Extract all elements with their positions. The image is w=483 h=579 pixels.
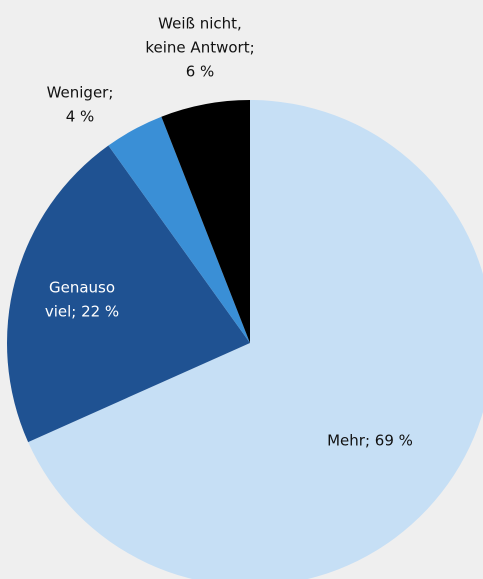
data-label: Weniger; 4 % xyxy=(47,84,114,126)
data-label-line: keine Antwort; xyxy=(145,39,254,57)
data-label-line: 6 % xyxy=(186,63,215,81)
data-label-line: Mehr; 69 % xyxy=(327,432,413,450)
pie-slice xyxy=(6,145,250,443)
data-label-line: Genauso xyxy=(49,279,115,297)
data-label-line: 4 % xyxy=(66,108,95,126)
pie-slice xyxy=(161,100,250,343)
data-label-line: Weiß nicht, xyxy=(158,15,242,33)
data-label-line: viel; 22 % xyxy=(45,303,119,321)
pie-slice xyxy=(108,116,251,343)
data-label: Mehr; 69 % xyxy=(327,432,413,450)
data-label: Weiß nicht, keine Antwort; 6 % xyxy=(145,15,254,81)
data-label: Genauso viel; 22 % xyxy=(45,279,119,321)
data-label-line: Weniger; xyxy=(47,84,114,102)
pie-slice xyxy=(28,100,483,579)
